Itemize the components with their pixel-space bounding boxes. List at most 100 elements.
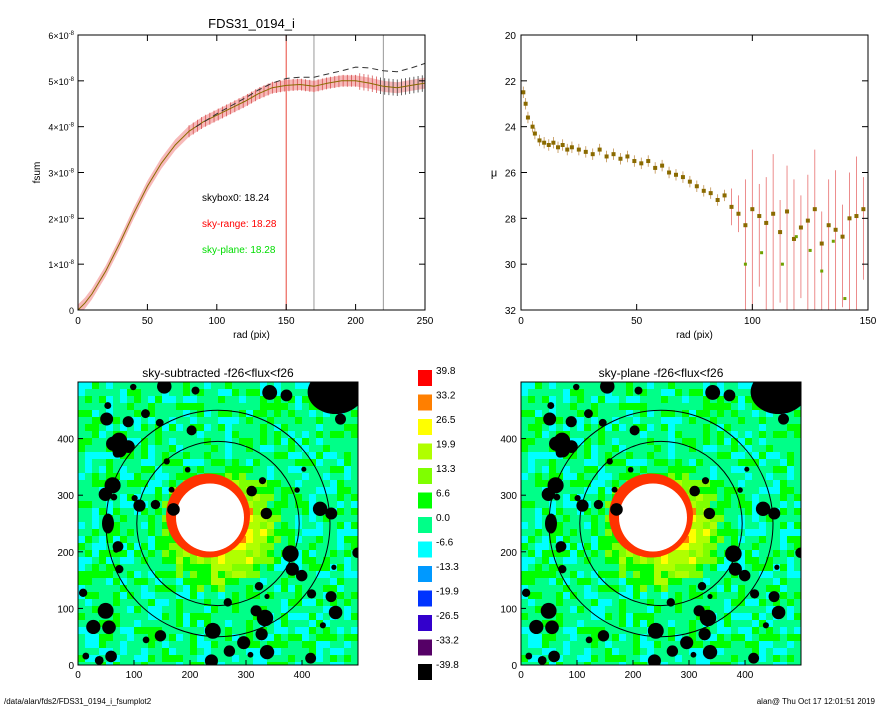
heatmap-cell bbox=[521, 424, 528, 431]
heatmap-cell bbox=[302, 480, 309, 487]
heatmap-cell bbox=[787, 459, 794, 466]
heatmap-cell bbox=[169, 571, 176, 578]
heatmap-cell bbox=[598, 438, 605, 445]
heatmap-cell bbox=[113, 403, 120, 410]
heatmap-cell bbox=[211, 571, 218, 578]
heatmap-cell bbox=[794, 417, 801, 424]
heatmap-cell bbox=[197, 452, 204, 459]
heatmap-cell bbox=[794, 522, 801, 529]
heatmap-cell bbox=[302, 417, 309, 424]
heatmap-cell bbox=[337, 620, 344, 627]
heatmap-cell bbox=[563, 641, 570, 648]
heatmap-cell bbox=[675, 403, 682, 410]
heatmap-cell bbox=[584, 480, 591, 487]
heatmap-cell bbox=[169, 431, 176, 438]
heatmap-cell bbox=[647, 459, 654, 466]
heatmap-cell bbox=[759, 445, 766, 452]
heatmap-cell bbox=[239, 445, 246, 452]
heatmap-cell bbox=[113, 529, 120, 536]
heatmap-cell bbox=[134, 620, 141, 627]
heatmap-cell bbox=[120, 648, 127, 655]
heatmap-cell bbox=[542, 410, 549, 417]
heatmap-cell bbox=[99, 641, 106, 648]
heatmap-cell bbox=[211, 564, 218, 571]
heatmap-cell bbox=[330, 501, 337, 508]
heatmap-cell bbox=[344, 648, 351, 655]
heatmap-cell bbox=[78, 452, 85, 459]
heatmap-cell bbox=[246, 431, 253, 438]
heatmap-cell bbox=[323, 641, 330, 648]
heatmap-cell bbox=[696, 662, 703, 665]
heatmap-cell bbox=[780, 564, 787, 571]
heatmap-cell bbox=[675, 438, 682, 445]
heatmap-cell bbox=[148, 571, 155, 578]
heatmap-cell bbox=[752, 452, 759, 459]
heatmap-cell bbox=[619, 452, 626, 459]
heatmap-cell bbox=[127, 424, 134, 431]
heatmap-cell bbox=[183, 550, 190, 557]
heatmap-cell bbox=[710, 564, 717, 571]
heatmap-cell bbox=[577, 459, 584, 466]
heatmap-cell bbox=[120, 543, 127, 550]
heatmap-cell bbox=[78, 662, 85, 665]
heatmap-cell bbox=[640, 641, 647, 648]
heatmap-cell bbox=[745, 480, 752, 487]
heatmap-cell bbox=[563, 578, 570, 585]
heatmap-cell bbox=[577, 557, 584, 564]
heatmap-cell bbox=[647, 438, 654, 445]
heatmap-cell bbox=[232, 641, 239, 648]
heatmap-cell bbox=[288, 431, 295, 438]
heatmap-cell bbox=[253, 550, 260, 557]
heatmap-cell bbox=[218, 634, 225, 641]
heatmap-cell bbox=[302, 634, 309, 641]
heatmap-cell bbox=[584, 452, 591, 459]
heatmap-cell bbox=[584, 578, 591, 585]
heatmap-cell bbox=[598, 564, 605, 571]
heatmap-cell bbox=[521, 431, 528, 438]
heatmap-cell bbox=[239, 452, 246, 459]
masked-source bbox=[744, 466, 750, 472]
heatmap-cell bbox=[274, 557, 281, 564]
y-tick-mantissa: 4×10 bbox=[48, 123, 68, 133]
heatmap-cell bbox=[535, 543, 542, 550]
heatmap-cell bbox=[759, 578, 766, 585]
heatmap-cell bbox=[183, 571, 190, 578]
data-point bbox=[525, 115, 530, 120]
heatmap-cell bbox=[239, 620, 246, 627]
heatmap-cell bbox=[190, 445, 197, 452]
heatmap-cell bbox=[535, 592, 542, 599]
heatmap-cell bbox=[120, 508, 127, 515]
x-tick-label: 50 bbox=[631, 316, 643, 327]
heatmap-cell bbox=[323, 522, 330, 529]
heatmap-cell bbox=[794, 620, 801, 627]
heatmap-cell bbox=[253, 529, 260, 536]
heatmap-cell bbox=[675, 473, 682, 480]
heatmap-cell bbox=[246, 473, 253, 480]
heatmap-cell bbox=[211, 585, 218, 592]
heatmap-cell bbox=[689, 550, 696, 557]
heatmap-cell bbox=[661, 627, 668, 634]
heatmap-cell bbox=[281, 438, 288, 445]
heatmap-cell bbox=[542, 620, 549, 627]
heatmap-cell bbox=[535, 473, 542, 480]
heatmap-cell bbox=[605, 606, 612, 613]
heatmap-cell bbox=[176, 410, 183, 417]
heatmap-cell bbox=[724, 606, 731, 613]
heatmap-cell bbox=[752, 641, 759, 648]
heatmap-cell bbox=[563, 585, 570, 592]
heatmap-cell bbox=[752, 438, 759, 445]
sky-annotation: sky-range: 18.28 bbox=[202, 219, 277, 230]
heatmap-cell bbox=[640, 459, 647, 466]
heatmap-cell bbox=[521, 613, 528, 620]
heatmap-cell bbox=[351, 466, 358, 473]
heatmap-cell bbox=[344, 550, 351, 557]
heatmap-cell bbox=[689, 473, 696, 480]
heatmap-cell bbox=[351, 571, 358, 578]
heatmap-cell bbox=[598, 445, 605, 452]
heatmap-cell bbox=[78, 438, 85, 445]
heatmap-cell bbox=[675, 389, 682, 396]
heatmap-cell bbox=[577, 480, 584, 487]
heatmap-cell bbox=[696, 578, 703, 585]
heatmap-cell bbox=[577, 410, 584, 417]
heatmap-cell bbox=[696, 613, 703, 620]
